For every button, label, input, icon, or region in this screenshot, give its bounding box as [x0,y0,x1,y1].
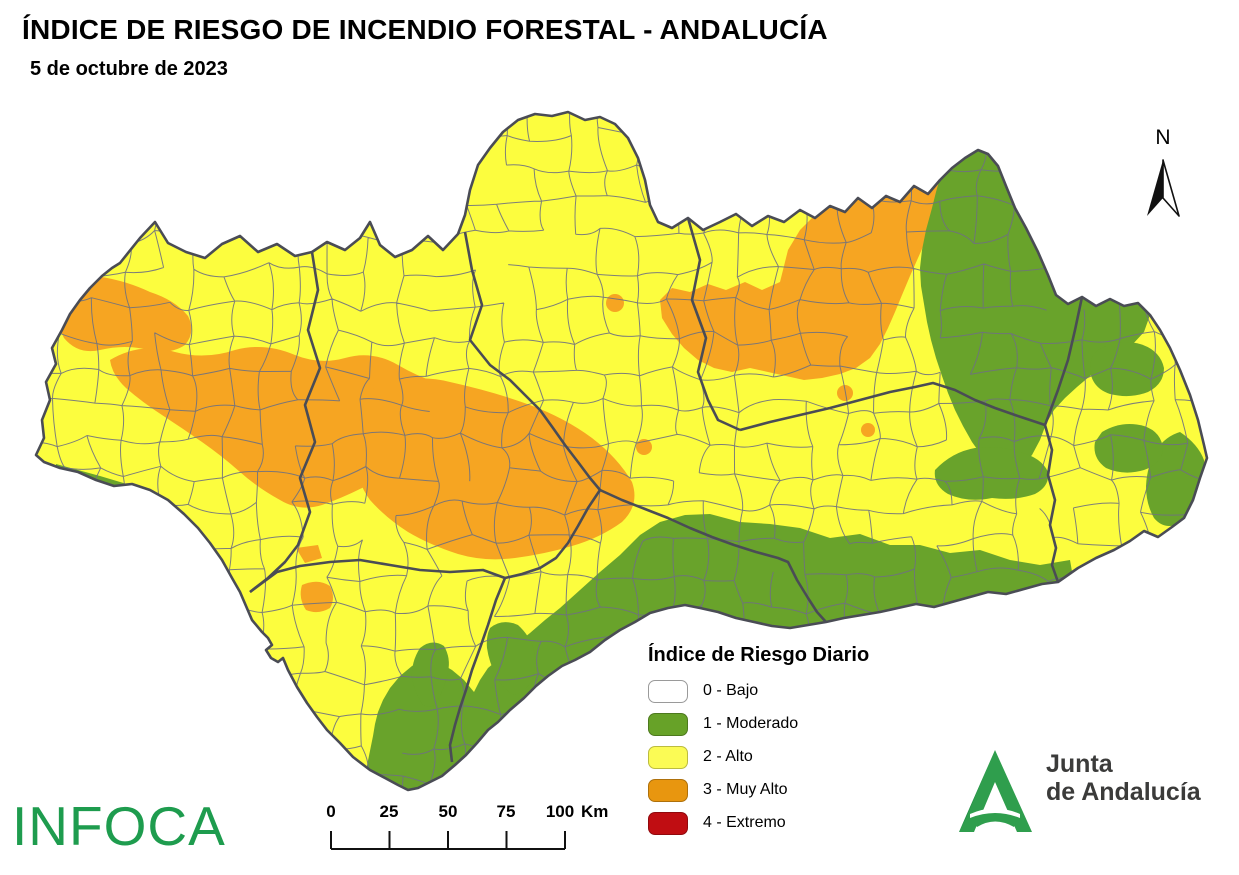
map-date: 5 de octubre de 2023 [30,58,228,80]
infoca-logo: INFOCA [12,795,226,857]
legend-swatch-bajo [648,679,688,703]
legend-swatch-moderado [648,712,688,736]
junta-text-line1: Junta [1046,750,1113,778]
scale-unit: Km [581,802,609,821]
legend-item-extremo: 4 - Extremo [648,811,958,835]
legend-title: Índice de Riesgo Diario [648,644,870,666]
scale-tick-50: 50 [438,802,458,821]
scale-tick-25: 25 [379,802,399,821]
legend-swatch-extremo [648,811,688,835]
junta-text-line2: de Andalucía [1046,778,1201,806]
legend-swatch-alto [648,745,688,769]
junta-a-icon [959,750,1032,832]
province-boundaries [249,217,1084,763]
legend-item-moderado: 1 - Moderado [648,712,958,736]
legend-item-muy-alto: 3 - Muy Alto [648,778,958,802]
scale-tick-100: 100 [545,802,575,821]
legend-swatch-muy-alto [648,778,688,802]
page-title: ÍNDICE DE RIESGO DE INCENDIO FORESTAL - … [22,14,828,45]
scale-tick-0: 0 [326,802,336,821]
north-label: N [1155,126,1171,149]
scale-bar [330,831,566,850]
junta-de-andalucia-logo: Junta de Andalucía [958,748,1201,834]
risk-legend: Índice de Riesgo Diario 0 - Bajo 1 - Mod… [648,644,958,844]
scale-tick-75: 75 [496,802,516,821]
legend-item-bajo: 0 - Bajo [648,679,958,703]
north-arrow-icon [1147,159,1180,217]
junta-text: Junta de Andalucía [1046,750,1201,806]
legend-item-alto: 2 - Alto [648,745,958,769]
